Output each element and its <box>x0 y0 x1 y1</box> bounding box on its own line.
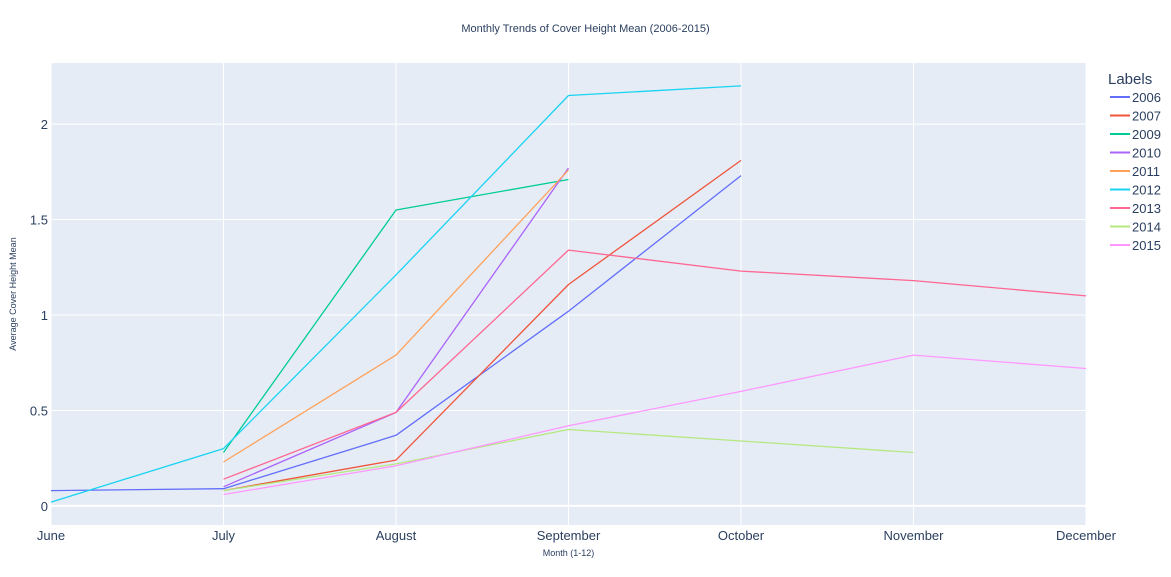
legend-label-2007: 2007 <box>1132 109 1161 124</box>
legend-label-2009: 2009 <box>1132 127 1161 142</box>
x-tick-label: December <box>1056 528 1117 543</box>
legend-label-2011: 2011 <box>1132 164 1160 179</box>
legend-label-2015: 2015 <box>1132 238 1161 253</box>
x-tick-label: September <box>537 528 601 543</box>
y-tick-label: 0.5 <box>30 403 48 418</box>
legend-label-2010: 2010 <box>1132 146 1161 161</box>
gridlines <box>50 63 1087 525</box>
legend: Labels 2006 2007 2009 2010 2011 2012 2013 2014 2… <box>1108 71 1161 253</box>
series-line-2013 <box>223 249 1087 480</box>
y-tick-label: 2 <box>41 117 48 132</box>
x-tick-label: November <box>884 528 945 543</box>
series-line-2009 <box>222 178 569 453</box>
legend-label-2014: 2014 <box>1132 220 1161 235</box>
series-line-2014 <box>223 428 914 492</box>
y-tick-label: 1 <box>41 308 48 323</box>
y-axis-ticks: 0 0.5 1 1.5 2 <box>30 117 48 514</box>
legend-label-2013: 2013 <box>1132 201 1161 216</box>
y-axis-title: Average Cover Height Mean <box>8 237 18 350</box>
series-line-2015 <box>223 354 1087 496</box>
legend-label-2012: 2012 <box>1132 183 1161 198</box>
x-tick-label: July <box>212 528 236 543</box>
x-tick-label: June <box>37 528 65 543</box>
chart-title: Monthly Trends of Cover Height Mean (200… <box>461 23 709 35</box>
series-line-2011 <box>223 169 569 463</box>
series-line-2012 <box>50 85 742 503</box>
y-tick-label: 0 <box>41 499 48 514</box>
y-tick-label: 1.5 <box>30 213 48 228</box>
x-axis-title: Month (1-12) <box>543 548 595 558</box>
series-line-2006 <box>50 175 742 492</box>
legend-title: Labels <box>1108 71 1152 88</box>
x-axis-ticks: June July August September October November De… <box>37 528 1117 543</box>
series-lines <box>50 85 1087 503</box>
x-tick-label: August <box>376 528 417 543</box>
series-line-2007 <box>223 159 742 492</box>
legend-label-2006: 2006 <box>1132 90 1161 105</box>
x-tick-label: October <box>718 528 765 543</box>
